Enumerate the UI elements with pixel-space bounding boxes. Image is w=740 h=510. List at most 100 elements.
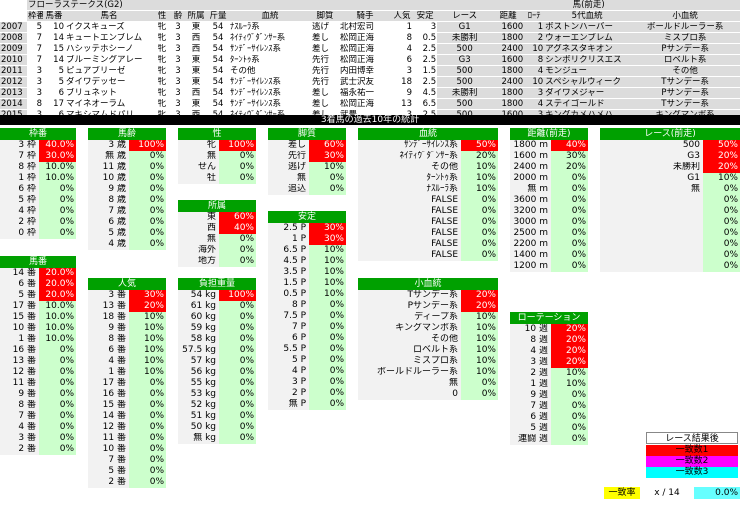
stat-label: 牝: [178, 140, 219, 151]
stat-row: 14 番 20.0%: [0, 268, 76, 279]
panel-title: 距離(前走): [510, 128, 588, 140]
table-cell: 牝: [153, 54, 171, 66]
stat-label: G1: [600, 173, 703, 184]
stat-row: 8 番 0%: [0, 400, 76, 411]
stat-row: 50 kg 0%: [178, 422, 256, 433]
stat-label: 無: [268, 173, 309, 184]
stat-label: 海外: [178, 245, 219, 256]
table-cell: 3: [27, 76, 43, 88]
stat-row: 4 枠 0%: [0, 206, 76, 217]
stat-row: 9 歳 0%: [88, 184, 166, 195]
table-cell: キングマンボ系: [630, 109, 740, 115]
table-cell: Pサンデー系: [630, 87, 740, 99]
stat-row: 18 番 10%: [88, 312, 166, 323]
column-header: 人気: [391, 10, 413, 22]
stat-label: [600, 195, 703, 206]
stat-label: 2000 m: [510, 173, 551, 184]
table-cell: 牝: [153, 87, 171, 99]
stat-row: 0 枠 0%: [0, 228, 76, 239]
stat-label: 1600 m: [510, 151, 551, 162]
table-cell: ウォーエンブレム: [544, 32, 631, 44]
stat-label: 1 番: [0, 334, 39, 345]
stat-row: 61 kg 0%: [178, 301, 256, 312]
stat-value: 100%: [129, 140, 166, 151]
table-cell: 東: [185, 76, 207, 88]
stat-label: 52 kg: [178, 400, 219, 411]
table-cell: 牝: [153, 43, 171, 55]
legend-item-3: 一致数3: [646, 467, 738, 478]
stat-value: 0%: [461, 250, 498, 261]
panel-title: レース(前走): [600, 128, 740, 140]
panel-antei: 安定 2.5 P 30% 1 P 30% 6.5 P 10% 4.5 P 10% 3.5 P 10%…: [268, 211, 346, 410]
stat-value: 20%: [551, 346, 588, 357]
stat-row: 7 番 0%: [0, 411, 76, 422]
stat-value: 0%: [309, 300, 346, 311]
stat-value: 0%: [551, 206, 588, 217]
stat-row: 6 番 20.0%: [0, 279, 76, 290]
stat-label: ｻﾝﾃﾞｰｻｲﾚﾝｽ系: [358, 140, 461, 151]
table-cell: 3: [524, 109, 545, 115]
stat-value: 0%: [219, 389, 256, 400]
stat-value: 0%: [129, 477, 166, 488]
stat-label: 牡: [178, 173, 219, 184]
stat-label: 6 枠: [0, 184, 39, 195]
stat-value: 10%: [461, 173, 498, 184]
year-cell: 2008: [0, 32, 27, 44]
stat-row: 8 枠 10.0%: [0, 162, 76, 173]
stat-value: 0%: [551, 261, 588, 272]
stat-label: 5 P: [268, 355, 309, 366]
stat-row: 17 番 0%: [88, 378, 166, 389]
stat-row: 2 番 0%: [88, 477, 166, 488]
stat-label: 56 kg: [178, 367, 219, 378]
stat-label: 53 kg: [178, 389, 219, 400]
table-cell: ダイワデッセー: [65, 76, 153, 88]
stat-row: 0%: [600, 206, 740, 217]
stat-value: 10%: [703, 173, 740, 184]
table-cell: 6.5: [413, 98, 438, 110]
stat-label: 1 枠: [0, 173, 39, 184]
table-row: 2010 7 14 ブルーミングアレー牝 3 東 54 ﾀｰﾝﾄｩ系 先行 松岡正海 6 2.5 G3 1…: [0, 54, 740, 66]
column-header: レース: [437, 10, 493, 22]
stat-row: ﾈｲﾃｨｳﾞﾀﾞﾝｻｰ系 20%: [358, 151, 498, 162]
stat-row: 2 番 0%: [0, 444, 76, 455]
legend-item-2: 一致数2: [646, 456, 738, 467]
stat-row: 60 kg 0%: [178, 312, 256, 323]
match-rate-footer: 一致率 x / 14 0.0%: [604, 487, 740, 499]
stat-label: 2 枠: [0, 217, 39, 228]
table-cell: 3: [171, 98, 185, 110]
stat-value: 0%: [551, 250, 588, 261]
table-cell: マイネオーラム: [65, 98, 153, 110]
column-header: 5代血統: [544, 10, 631, 22]
stat-label: ﾅｽﾙｰﾗ系: [358, 184, 461, 195]
stat-value: 0%: [551, 184, 588, 195]
table-cell: ﾈｲﾃｨｳﾞﾀﾞﾝｻｰ系: [229, 109, 311, 115]
panel-title: 性: [178, 128, 256, 140]
stat-row: 1 P 30%: [268, 234, 346, 245]
stat-value: 0%: [703, 228, 740, 239]
table-cell: 1600: [492, 21, 525, 33]
table-cell: 3: [171, 87, 185, 99]
stat-row: G3 20%: [600, 151, 740, 162]
stat-label: 13 番: [0, 356, 39, 367]
table-cell: 差し: [311, 98, 339, 110]
table-title-row: フローラステークス(G2) 馬(前走): [0, 0, 740, 11]
stat-label: FALSE: [358, 206, 461, 217]
stat-value: 10%: [461, 356, 498, 367]
stat-value: 10.0%: [39, 162, 76, 173]
stat-row: 11 歳 0%: [88, 162, 166, 173]
stat-label: 9 番: [88, 323, 129, 334]
column-header: 血統: [229, 10, 311, 22]
stat-row: ボールドルーラー系 10%: [358, 367, 498, 378]
stat-label: FALSE: [358, 250, 461, 261]
stat-label: 無: [358, 378, 461, 389]
stat-row: 7 P 0%: [268, 322, 346, 333]
stat-label: 3200 m: [510, 206, 551, 217]
panel-title: 安定: [268, 211, 346, 223]
stat-label: 11 番: [88, 433, 129, 444]
stat-label: 7 P: [268, 322, 309, 333]
stat-value: 10%: [309, 256, 346, 267]
table-cell: ﾈｲﾃｨｳﾞﾀﾞﾝｻｰ系: [229, 32, 311, 44]
table-cell: 4: [524, 65, 545, 77]
year-cell: 2009: [0, 43, 27, 55]
stat-row: 0%: [600, 239, 740, 250]
